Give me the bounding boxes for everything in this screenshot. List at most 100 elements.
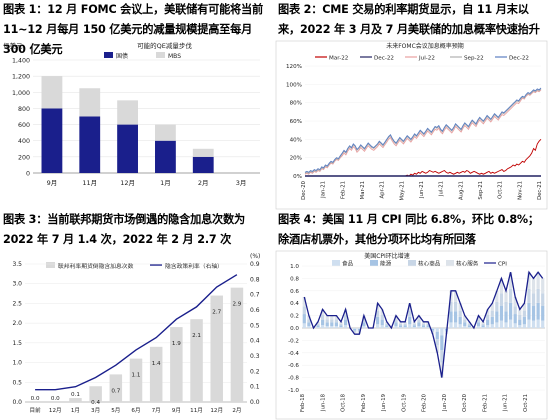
legend-swatch-3 xyxy=(446,260,454,266)
legend-label-0: 国债 xyxy=(116,52,128,60)
x-tick-label: Oct-21 xyxy=(523,394,529,412)
component-bar xyxy=(321,319,325,326)
x-tick-label: 1月 xyxy=(160,179,171,187)
y-tick-label: -1.0 xyxy=(288,388,299,394)
y-tick-label: 2.0 xyxy=(12,320,22,327)
component-bar xyxy=(362,322,366,327)
component-bar xyxy=(353,328,357,329)
bar-mbs xyxy=(192,148,214,157)
y2-tick-label: 0.3 xyxy=(250,353,260,360)
x-tick-label: Feb-19 xyxy=(361,394,367,412)
x-tick-label: Nov-21 xyxy=(517,181,523,200)
component-bar xyxy=(481,325,485,328)
y-tick-label: 0% xyxy=(293,174,302,180)
component-bar xyxy=(435,339,439,346)
bar-implied-hikes xyxy=(149,346,163,402)
component-bar xyxy=(435,345,439,353)
x-tick-label: Jun-18 xyxy=(320,393,326,412)
cpi-line xyxy=(303,270,544,378)
y-tick-label: 0 xyxy=(26,171,30,178)
x-tick-label: 1月 xyxy=(71,407,80,414)
x-tick-label: Jul-21 xyxy=(439,181,445,197)
component-bar xyxy=(495,290,499,302)
component-bar xyxy=(504,322,508,328)
component-bar xyxy=(376,324,380,328)
x-tick-label: Feb-21 xyxy=(482,394,488,412)
y2-tick-label: 0.2 xyxy=(250,368,260,375)
chart-title-4: 图表 4：美国 11 月 CPI 同比 6.8%，环比 0.8%；除酒店机票外，… xyxy=(278,213,539,246)
component-bar xyxy=(431,328,435,331)
y2-unit-label: (%) xyxy=(250,253,260,260)
legend-label-2: Jul-22 xyxy=(418,55,435,61)
component-bar xyxy=(499,305,504,321)
legend-label-0: 食品 xyxy=(342,260,354,268)
x-tick-label: Aug-21 xyxy=(458,181,464,200)
x-tick-label: 11月 xyxy=(82,179,97,187)
component-bar xyxy=(426,327,430,328)
y-tick-label: 0.6 xyxy=(290,289,299,295)
component-bar xyxy=(316,327,320,328)
component-bar xyxy=(325,322,329,327)
chart-panel-3: 图表 3：当前联邦期货市场倒遇的隐含加息次数为 2022 年 7 月 1.4 次… xyxy=(0,210,275,420)
legend-label-3: 核心服务 xyxy=(456,260,479,268)
component-bar xyxy=(334,315,338,320)
component-bar xyxy=(486,309,490,315)
y-tick-label: 40% xyxy=(290,137,302,143)
component-bar xyxy=(490,303,494,311)
component-bar xyxy=(307,319,311,323)
y-tick-label: 1,400 xyxy=(12,58,30,65)
component-bar xyxy=(522,316,526,325)
component-bar xyxy=(357,328,361,329)
y-tick-label: 20% xyxy=(290,156,302,162)
component-bar xyxy=(426,323,430,326)
component-bar xyxy=(398,325,403,328)
y-tick-label: -0.8 xyxy=(288,376,299,382)
legend-label-1: MBS xyxy=(168,53,181,60)
y-tick-label: 0.0 xyxy=(290,326,299,332)
component-bar xyxy=(321,309,325,315)
data-label: 2.9 xyxy=(232,302,241,308)
component-bar xyxy=(536,288,540,303)
x-tick-label: 目前 xyxy=(29,406,41,414)
legend-label-bars: 联邦利率期货倒隐含加息次数 xyxy=(58,262,134,270)
component-bar xyxy=(490,324,494,328)
component-bar xyxy=(509,319,513,328)
component-bar xyxy=(398,323,403,326)
component-bar xyxy=(403,323,407,326)
y-tick-label: 1,200 xyxy=(12,74,30,81)
component-bar xyxy=(490,310,494,317)
legend-label-1: Dec-22 xyxy=(374,55,394,61)
component-bar xyxy=(307,315,311,320)
x-tick-label: Oct-20 xyxy=(462,393,468,411)
x-tick-label: 7月 xyxy=(152,407,161,414)
component-bar xyxy=(458,310,462,317)
component-bar xyxy=(408,324,412,328)
y-tick-label: 120% xyxy=(286,64,302,70)
x-tick-label: 2月 xyxy=(232,407,241,414)
component-bar xyxy=(527,302,531,320)
y-tick-label: 0.4 xyxy=(290,301,299,307)
x-tick-label: 3月 xyxy=(236,179,247,187)
component-bar xyxy=(440,362,444,378)
legend-swatch-0 xyxy=(104,52,113,58)
component-bar xyxy=(504,290,508,302)
component-bar xyxy=(343,319,348,326)
series-line-dec-22 xyxy=(304,87,542,173)
x-tick-label: Feb-21 xyxy=(340,181,346,199)
component-bar xyxy=(513,314,517,324)
component-bar xyxy=(536,319,540,328)
component-bar xyxy=(325,319,329,323)
component-bar xyxy=(509,288,513,303)
bar-implied-hikes xyxy=(89,386,102,402)
component-bar xyxy=(421,325,426,328)
component-bar xyxy=(334,322,338,327)
x-tick-label: 5月 xyxy=(111,407,120,414)
x-tick-label: 6月 xyxy=(131,407,140,414)
component-bar xyxy=(380,314,384,320)
y-tick-label: 2.5 xyxy=(12,300,22,307)
component-bar xyxy=(463,319,467,323)
data-label: 2.7 xyxy=(212,310,221,316)
component-bar xyxy=(499,320,504,328)
component-bar xyxy=(495,311,499,323)
component-bar xyxy=(518,314,522,320)
